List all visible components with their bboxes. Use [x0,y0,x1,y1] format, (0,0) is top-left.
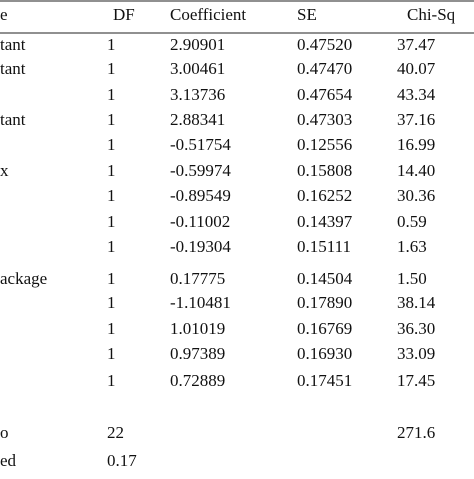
table-cell: 36.30 [397,319,435,338]
table-cell: 0.14504 [297,269,353,288]
header-cell: DF [113,5,135,24]
table-cell: -0.51754 [170,135,231,154]
table-cell: 0.12556 [297,135,352,154]
table-cell: 14.40 [397,161,435,180]
table-cell: 1 [107,371,116,390]
table-cell: 16.99 [397,135,435,154]
table-cell: 0.16252 [297,186,352,205]
table-cell: 3.13736 [170,85,225,104]
table-cell: 30.36 [397,186,435,205]
table-cell: 2.90901 [170,35,225,54]
table-cell: 1 [107,135,116,154]
table-cell: 0.97389 [170,344,225,363]
row-label: tant [0,110,26,129]
table-cell: 0.15111 [297,237,351,256]
table-cell: 0.15808 [297,161,352,180]
table-cell: 1 [107,212,116,231]
table-cell: 38.14 [397,293,436,312]
table-cell: 0.72889 [170,371,225,390]
table-cell: 37.47 [397,35,436,54]
table-cell: 33.09 [397,344,435,363]
table-cell: 1 [107,344,116,363]
header-cell: SE [297,5,317,24]
table-cell: 0.17 [107,451,137,470]
table-cell: 1 [107,319,116,338]
table-cell: 0.47470 [297,59,352,78]
table-cell: 1 [107,161,116,180]
table-cell: 0.17890 [297,293,352,312]
table-cell: -0.11002 [170,212,230,231]
table-cell: 22 [107,423,124,442]
table-cell: -0.59974 [170,161,231,180]
row-label: o [0,423,9,442]
row-label: ed [0,451,17,470]
table-cell: 1 [107,186,116,205]
header-cell: Chi-Sq [407,5,456,24]
table-cell: 1.63 [397,237,427,256]
table-cell: 1 [107,35,116,54]
row-label: tant [0,59,26,78]
header-cell: e [0,5,8,24]
table-cell: -1.10481 [170,293,231,312]
table-cell: -0.19304 [170,237,231,256]
table-cell: 17.45 [397,371,435,390]
table-cell: 1 [107,85,116,104]
table-cell: 1 [107,269,116,288]
table-cell: 2.88341 [170,110,225,129]
table-cell: 1.50 [397,269,427,288]
row-label: x [0,161,9,180]
table-cell: 0.17775 [170,269,225,288]
table-cell: 1 [107,110,116,129]
table-cell: 1 [107,293,116,312]
table-cell: 0.17451 [297,371,352,390]
table-cell: 1.01019 [170,319,225,338]
table-cell: 271.6 [397,423,435,442]
table-cell: 0.16930 [297,344,352,363]
table-cell: 0.47303 [297,110,352,129]
row-label: ackage [0,269,47,288]
table-cell: 0.47654 [297,85,353,104]
table-cell: 0.16769 [297,319,352,338]
table-cell: 37.16 [397,110,435,129]
table-cell: 3.00461 [170,59,225,78]
table-cell: 43.34 [397,85,436,104]
row-label: tant [0,35,26,54]
header-cell: Coefficient [170,5,246,24]
table-cell: 0.47520 [297,35,352,54]
table-cell: 40.07 [397,59,436,78]
table-cell: 0.59 [397,212,427,231]
table-cell: 1 [107,59,116,78]
table-cell: 1 [107,237,116,256]
table-cell: 0.14397 [297,212,353,231]
table-cell: -0.89549 [170,186,231,205]
